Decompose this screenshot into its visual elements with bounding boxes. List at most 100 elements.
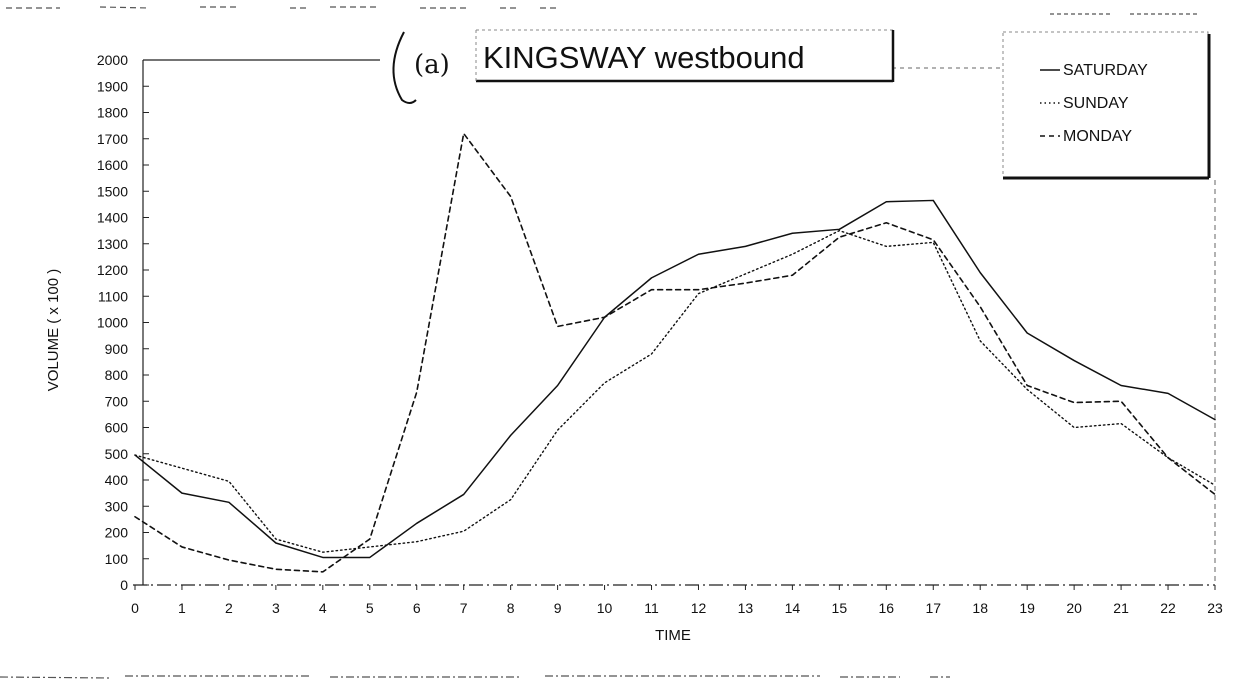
data-point [275,538,277,540]
series-line-sunday [134,229,1216,553]
data-point [369,557,371,559]
data-point [228,481,230,483]
y-tick-label: 1400 [97,210,128,226]
data-point [1073,427,1075,429]
y-tick-label: 1100 [98,288,128,304]
scan-artifacts [0,6,1200,679]
x-tick-label: 20 [1066,600,1082,616]
data-point [134,516,136,518]
data-point [1214,419,1216,421]
y-tick-label: 1800 [97,105,128,121]
data-point [698,253,700,255]
x-tick-label: 9 [554,600,562,616]
data-point [651,277,653,279]
data-point [416,391,418,393]
y-axis-title: VOLUME ( x 100 ) [45,269,62,392]
y-tick-label: 0 [120,577,128,593]
y-tick-label: 1200 [97,262,128,278]
data-point [651,353,653,355]
data-point [651,289,653,291]
x-tick-label: 1 [178,600,186,616]
data-point [1214,484,1216,486]
data-point [979,340,981,342]
data-point [322,557,324,559]
x-tick-label: 4 [319,600,327,616]
y-tick-label: 100 [105,551,129,567]
y-tick-label: 200 [105,525,129,541]
data-point [510,435,512,437]
data-point [886,222,888,224]
data-point [604,382,606,384]
x-tick-label: 5 [366,600,374,616]
data-point [1120,400,1122,402]
x-tick-label: 3 [272,600,280,616]
y-tick-label: 1600 [97,157,128,173]
data-point [557,385,559,387]
x-tick-label: 17 [925,600,941,616]
data-point [228,559,230,561]
data-point [839,236,841,238]
data-point [275,542,277,544]
chart-title-group: (a) KINGSWAY westbound [392,29,895,104]
legend-box [1002,31,1209,178]
data-point [557,429,559,431]
series-saturday [134,199,1216,559]
data-point [1073,360,1075,362]
series-monday [134,132,1216,573]
series-lines [134,132,1216,573]
data-point [557,326,559,328]
x-tick-label: 14 [785,600,801,616]
data-point [1026,389,1028,391]
legend: SATURDAY SUNDAY MONDAY [1002,31,1211,180]
x-tick-label: 7 [460,600,468,616]
data-point [932,200,934,202]
data-point [181,492,183,494]
data-point [792,274,794,276]
y-tick-label: 900 [105,341,129,357]
x-tick-label: 15 [832,600,848,616]
data-point [979,272,981,274]
x-tick-label: 12 [691,600,707,616]
y-tick-label: 1000 [97,315,128,331]
data-point [463,530,465,532]
x-axis-ticks: 0 1 2 3 4 5 6 7 8 9 10 11 12 13 14 15 16 17 18 19 20 21 22 23 [131,585,1223,616]
x-tick-label: 8 [507,600,515,616]
x-tick-label: 6 [413,600,421,616]
data-point [792,232,794,234]
y-tick-label: 1900 [97,78,128,94]
data-point [1073,402,1075,404]
x-tick-label: 2 [225,600,233,616]
x-tick-label: 13 [738,600,754,616]
legend-label-sunday: SUNDAY [1063,95,1129,112]
series-sunday [134,229,1216,553]
data-point [979,306,981,308]
x-tick-label: 0 [131,600,139,616]
data-point [228,502,230,504]
data-point [181,467,183,469]
data-point [698,289,700,291]
data-point [886,201,888,203]
y-tick-label: 800 [105,367,129,383]
x-tick-label: 18 [972,600,988,616]
data-point [792,253,794,255]
x-tick-label: 11 [644,600,659,616]
y-tick-label: 1300 [97,236,128,252]
data-point [1120,385,1122,387]
series-line-monday [134,132,1216,573]
legend-label-monday: MONDAY [1063,128,1132,145]
data-point [1214,494,1216,496]
data-point [745,282,747,284]
y-tick-label: 300 [105,498,129,514]
data-point [886,246,888,248]
y-tick-label: 600 [105,420,129,436]
data-point [134,454,136,456]
data-point [181,546,183,548]
data-point [322,551,324,553]
x-tick-label: 16 [879,600,895,616]
x-tick-label: 23 [1207,600,1223,616]
data-point [932,239,934,241]
legend-label-saturday: SATURDAY [1063,62,1148,79]
data-point [463,133,465,135]
y-tick-label: 1500 [97,183,128,199]
